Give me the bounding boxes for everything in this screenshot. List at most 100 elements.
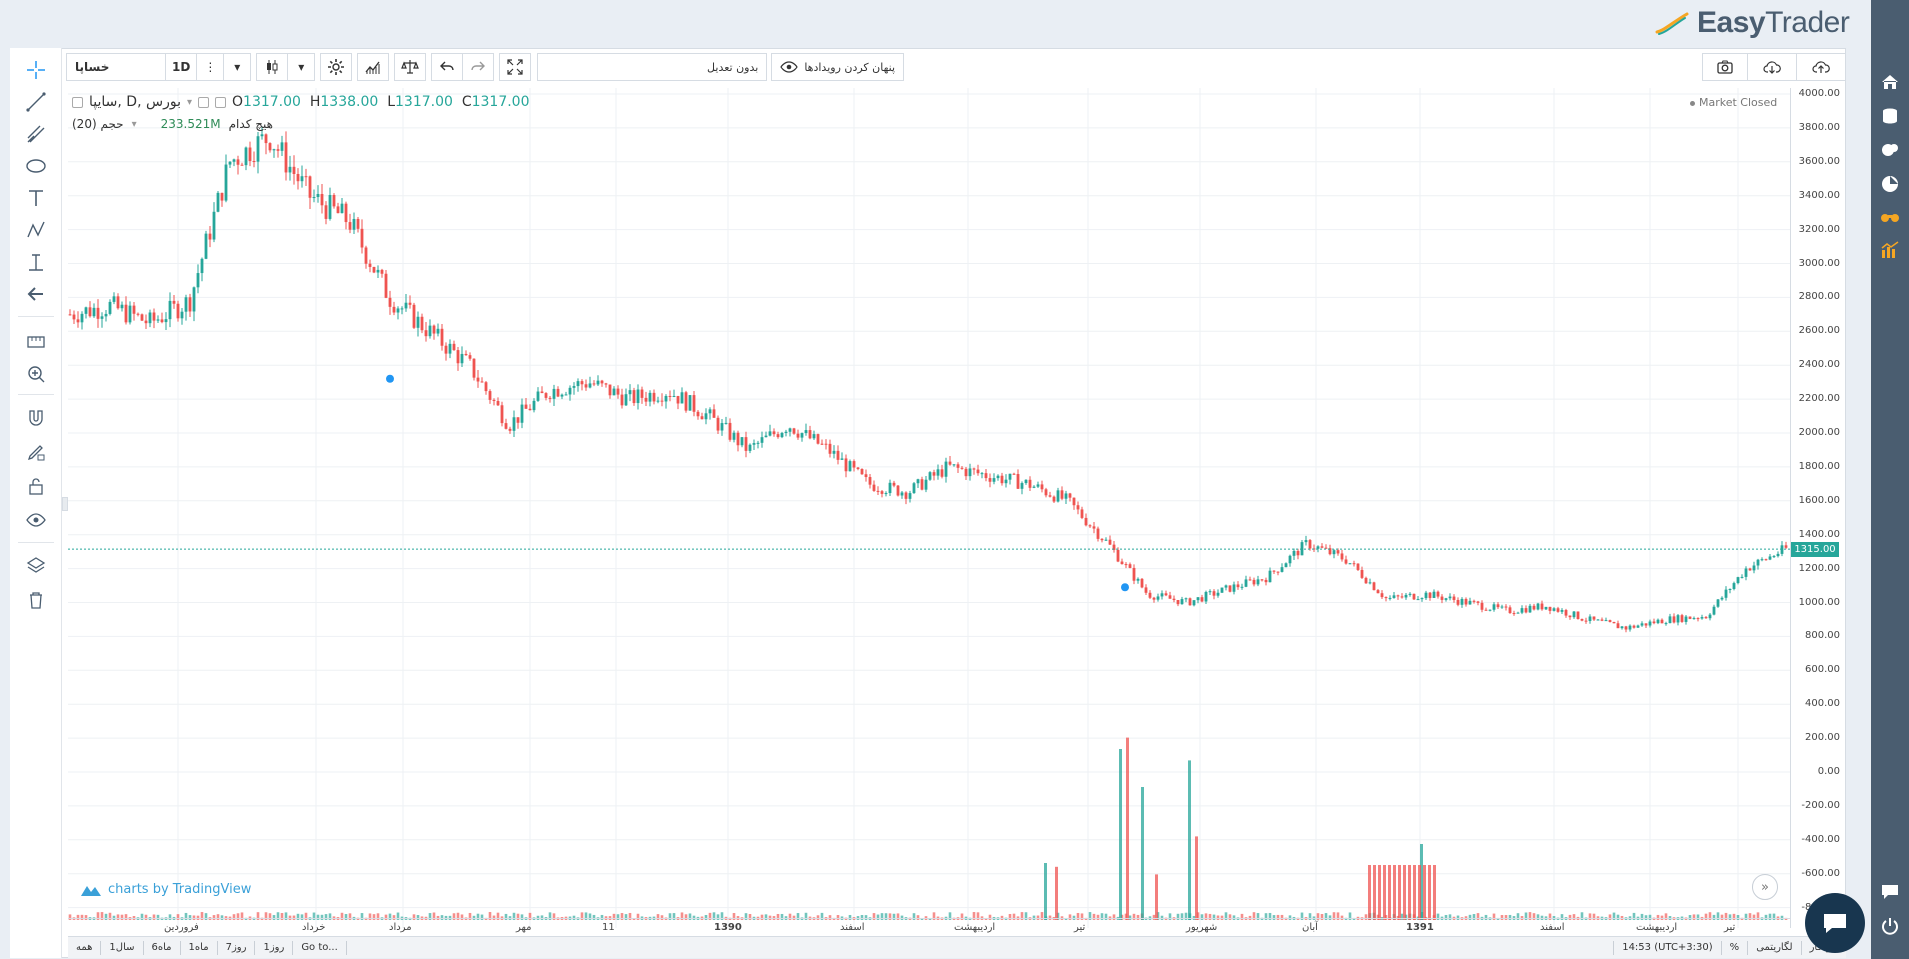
database-icon[interactable] xyxy=(1880,106,1900,126)
candle-body xyxy=(1752,565,1756,571)
zoom-in-icon[interactable] xyxy=(22,360,50,388)
drawing-toolbar xyxy=(10,48,62,958)
range-button[interactable]: 1سال xyxy=(101,940,144,955)
candles-icon[interactable] xyxy=(256,53,289,81)
tradingview-credit[interactable]: charts by TradingView xyxy=(80,882,251,897)
candle-body xyxy=(288,166,292,173)
screenshot-camera-icon[interactable] xyxy=(1702,53,1748,81)
toolbar-collapse-handle[interactable] xyxy=(62,497,68,511)
candle-body xyxy=(1316,546,1320,549)
price-axis[interactable]: 4000.00 3800.00 3600.00 3400.00 3200.00 3000.… xyxy=(1790,88,1846,928)
undo-icon[interactable] xyxy=(431,53,464,81)
live-chat-button[interactable] xyxy=(1805,893,1865,953)
candle-body xyxy=(1392,595,1396,598)
layers-icon[interactable] xyxy=(22,552,50,580)
hide-events-button[interactable]: پنهان کردن رویدادها xyxy=(771,53,905,81)
legend-dropdown-icon[interactable]: ▾ xyxy=(186,96,192,108)
interval-dropdown-icon[interactable]: ▾ xyxy=(223,53,252,81)
candle-body xyxy=(860,469,864,475)
volume-bar xyxy=(816,915,820,920)
text-tool-icon[interactable] xyxy=(22,184,50,212)
chat-bubble-icon[interactable] xyxy=(1880,882,1900,902)
volume-bar xyxy=(1072,915,1076,920)
candle-body xyxy=(1512,613,1516,615)
cloud-download-icon[interactable] xyxy=(1747,53,1797,81)
crosshair-icon[interactable] xyxy=(22,56,50,84)
interval-more-icon[interactable]: ⋮ xyxy=(196,53,225,81)
home-icon[interactable] xyxy=(1880,72,1900,92)
bar-chart-icon[interactable] xyxy=(1880,240,1900,260)
volume-spike xyxy=(1403,865,1406,920)
volume-bar xyxy=(1764,914,1768,920)
timezone-label[interactable]: 14:53 (UTC+3:30) xyxy=(1613,940,1720,955)
trash-icon[interactable] xyxy=(22,586,50,614)
back-arrow-icon[interactable] xyxy=(22,280,50,308)
fullscreen-icon[interactable] xyxy=(499,53,532,81)
chart-type-dropdown-icon[interactable]: ▾ xyxy=(287,53,316,81)
indicators-icon[interactable] xyxy=(357,53,390,81)
scroll-to-realtime-icon[interactable]: » xyxy=(1752,874,1778,900)
candle-body xyxy=(1260,579,1264,581)
interval-button[interactable]: 1D xyxy=(165,53,198,81)
symbol-search-input[interactable]: خساپا xyxy=(66,53,166,81)
measure-icon[interactable] xyxy=(22,248,50,276)
candle-body xyxy=(332,194,336,207)
range-button[interactable]: 1ماه xyxy=(181,940,218,955)
range-button[interactable]: 1روز xyxy=(255,940,294,955)
candle-body xyxy=(1644,623,1648,626)
candle-body xyxy=(1640,623,1644,626)
volume-bar xyxy=(492,915,496,920)
volume-bar xyxy=(348,913,352,920)
range-button[interactable]: Go to... xyxy=(293,940,347,955)
candle-body xyxy=(1364,577,1368,584)
ruler-icon[interactable] xyxy=(22,326,50,354)
price-chart[interactable] xyxy=(68,88,1790,928)
range-button[interactable]: 7روز xyxy=(218,940,256,955)
trend-line-icon[interactable] xyxy=(22,88,50,116)
volume-bar xyxy=(1580,912,1584,920)
compare-scale-icon[interactable] xyxy=(394,53,427,81)
volume-bar xyxy=(1720,914,1724,920)
volume-dropdown-icon[interactable]: ▾ xyxy=(131,118,137,130)
candle-body xyxy=(372,266,376,273)
legend-settings-icon[interactable] xyxy=(198,96,209,108)
binoculars-icon[interactable] xyxy=(1880,206,1900,226)
pie-chart-icon[interactable] xyxy=(1880,174,1900,194)
candle-body xyxy=(344,203,348,223)
settings-gear-icon[interactable] xyxy=(320,53,353,81)
candle-body xyxy=(1204,591,1208,602)
range-button[interactable]: 6ماه xyxy=(144,940,181,955)
log-toggle[interactable]: لگاریتمی xyxy=(1747,940,1800,955)
candle-body xyxy=(544,393,548,398)
power-icon[interactable] xyxy=(1880,916,1900,936)
lock-icon[interactable] xyxy=(22,472,50,500)
ellipse-icon[interactable] xyxy=(22,152,50,180)
pattern-icon[interactable] xyxy=(22,216,50,244)
eye-icon[interactable] xyxy=(22,506,50,534)
candle-body xyxy=(280,142,284,151)
percent-toggle[interactable]: % xyxy=(1720,940,1748,955)
candle-body xyxy=(1460,598,1464,605)
volume-bar xyxy=(1752,914,1756,920)
legend-hide-icon[interactable] xyxy=(215,96,226,108)
cloud-upload-icon[interactable] xyxy=(1796,53,1846,81)
stay-drawing-icon[interactable] xyxy=(22,438,50,466)
candle-body xyxy=(1480,602,1484,610)
candle-body xyxy=(660,400,664,402)
time-axis[interactable]: فروردین خرداد مرداد مهر 11 1390 اسفند اردیبهشت ت… xyxy=(68,918,1790,936)
collapse-legend-icon[interactable] xyxy=(72,96,83,108)
coins-icon[interactable] xyxy=(1880,140,1900,160)
volume-bar xyxy=(448,915,452,920)
magnet-icon[interactable] xyxy=(22,404,50,432)
volume-bar xyxy=(820,912,824,920)
candle-body xyxy=(928,472,932,480)
range-button[interactable]: همه xyxy=(68,940,102,955)
redo-icon[interactable] xyxy=(462,53,495,81)
candle-body xyxy=(908,493,912,499)
candle-body xyxy=(152,312,156,321)
candle-body xyxy=(1284,563,1288,568)
adjustment-select[interactable]: بدون تعدیل xyxy=(537,53,768,81)
volume-bar xyxy=(156,914,160,920)
legend-ohlc: O1317.00 H1338.00 L1317.00 C1317.00 xyxy=(232,94,530,110)
pitchfork-icon[interactable] xyxy=(22,120,50,148)
